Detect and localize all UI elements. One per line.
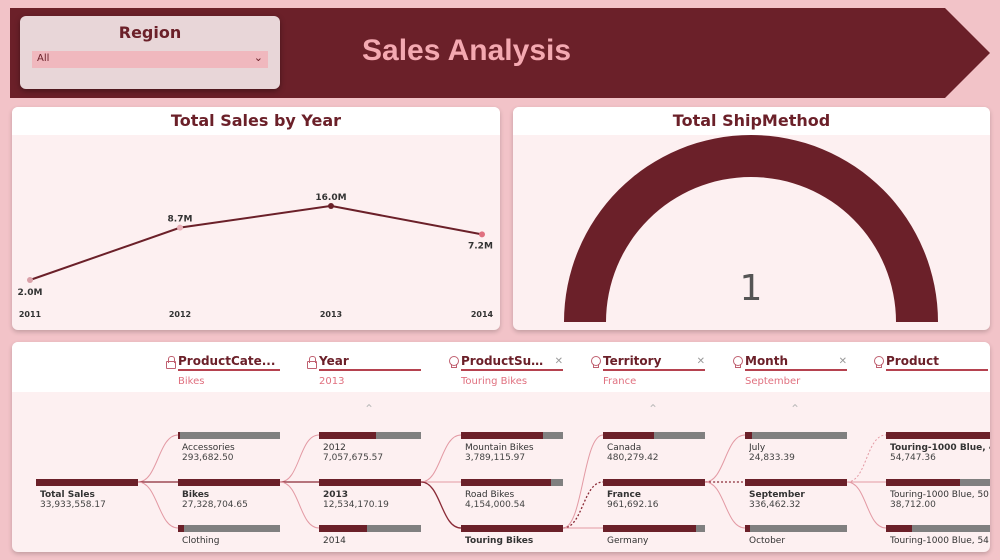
expand-up-icon[interactable]: ⌃ bbox=[364, 402, 375, 416]
gauge-title: Total ShipMethod bbox=[513, 107, 990, 135]
tree-node[interactable]: Germany bbox=[603, 525, 705, 546]
node-bar bbox=[319, 525, 421, 532]
lightbulb-icon bbox=[731, 355, 745, 369]
tree-node[interactable]: France 961,692.16 bbox=[603, 479, 705, 510]
node-bar bbox=[461, 479, 563, 486]
node-bar bbox=[745, 479, 847, 486]
close-icon[interactable]: ✕ bbox=[554, 355, 563, 367]
tree-column-header[interactable]: ProductSubC... ✕ Touring Bikes bbox=[447, 354, 563, 387]
data-point[interactable] bbox=[27, 277, 33, 283]
tree-node[interactable]: Canada 480,279.42 bbox=[603, 432, 705, 463]
tree-link bbox=[704, 481, 746, 529]
tree-node[interactable]: Touring-1000 Blue, 54 bbox=[886, 525, 990, 546]
gauge-card: Total ShipMethod 1 bbox=[513, 107, 990, 330]
tree-link bbox=[137, 481, 179, 529]
tree-link bbox=[846, 481, 887, 529]
tree-links bbox=[137, 434, 887, 529]
decomposition-tree: ProductCate... Bikes Year 2013 ProductSu… bbox=[12, 342, 990, 552]
node-bar bbox=[461, 432, 563, 439]
expand-up-icon[interactable]: ⌃ bbox=[790, 402, 801, 416]
tree-link bbox=[704, 434, 746, 483]
x-tick-label: 2013 bbox=[320, 310, 342, 319]
tree-node[interactable]: 2014 bbox=[319, 525, 421, 546]
tree-node[interactable]: Touring-1000 Blue, 50 38,712.00 bbox=[886, 479, 990, 510]
gauge-arc bbox=[564, 135, 938, 322]
node-bar bbox=[745, 525, 847, 532]
node-bar bbox=[603, 525, 705, 532]
region-dropdown-value: All bbox=[37, 53, 50, 64]
tree-node[interactable]: September 336,462.32 bbox=[745, 479, 847, 510]
tree-node[interactable]: 2012 7,057,675.57 bbox=[319, 432, 421, 463]
node-bar bbox=[178, 479, 280, 486]
data-point[interactable] bbox=[328, 202, 334, 209]
tree-node[interactable]: Bikes 27,328,704.65 bbox=[178, 479, 280, 510]
tree-link bbox=[562, 481, 604, 529]
lightbulb-icon bbox=[447, 355, 461, 369]
node-bar bbox=[886, 525, 990, 532]
data-label: 7.2M bbox=[468, 241, 493, 251]
region-slicer: Region All ⌄ bbox=[20, 16, 280, 89]
tree-column-header[interactable]: Product bbox=[872, 354, 988, 376]
node-bar bbox=[603, 432, 705, 439]
region-dropdown[interactable]: All ⌄ bbox=[32, 51, 268, 68]
tree-column-header[interactable]: Year 2013 bbox=[305, 354, 421, 387]
data-label: 16.0M bbox=[315, 193, 346, 203]
node-bar bbox=[319, 432, 421, 439]
page-title: Sales Analysis bbox=[362, 34, 572, 67]
tree-node[interactable]: Clothing bbox=[178, 525, 280, 546]
tree-node[interactable]: July 24,833.39 bbox=[745, 432, 847, 463]
node-bar bbox=[603, 479, 705, 486]
lightbulb-icon bbox=[872, 355, 886, 369]
expand-up-icon[interactable]: ⌃ bbox=[648, 402, 659, 416]
slicer-label: Region bbox=[118, 23, 182, 42]
gauge: 1 bbox=[564, 135, 938, 322]
tree-node[interactable]: Accessories 293,682.50 bbox=[178, 432, 280, 463]
tree-node[interactable]: Touring Bikes bbox=[461, 525, 563, 546]
line-chart-title: Total Sales by Year bbox=[12, 107, 500, 135]
tree-column-header[interactable]: ProductCate... Bikes bbox=[164, 354, 280, 387]
data-label: 8.7M bbox=[168, 215, 193, 225]
tree-link bbox=[279, 434, 320, 483]
line-chart: 2.0M 2011 8.7M 2012 16.0M 2013 7.2M 2014 bbox=[18, 193, 494, 319]
data-label: 2.0M bbox=[18, 288, 43, 298]
gauge-value: 1 bbox=[740, 268, 763, 309]
node-bar bbox=[886, 432, 990, 439]
tree-node[interactable]: 2013 12,534,170.19 bbox=[319, 479, 421, 510]
node-bar bbox=[461, 525, 563, 532]
close-icon[interactable]: ✕ bbox=[838, 355, 847, 367]
lock-icon bbox=[164, 355, 178, 369]
chevron-down-icon: ⌄ bbox=[253, 51, 263, 64]
tree-node[interactable]: Mountain Bikes 3,789,115.97 bbox=[461, 432, 563, 463]
tree-link bbox=[562, 434, 604, 529]
lock-icon bbox=[305, 355, 319, 369]
tree-node-root[interactable]: Total Sales 33,933,558.17 bbox=[36, 479, 138, 510]
tree-column-header[interactable]: Month ✕ September bbox=[731, 354, 847, 387]
x-tick-label: 2011 bbox=[19, 310, 42, 319]
node-bar bbox=[319, 479, 421, 486]
close-icon[interactable]: ✕ bbox=[696, 355, 705, 367]
tree-link bbox=[420, 434, 462, 483]
tree-link bbox=[137, 434, 179, 483]
tree-link bbox=[279, 481, 320, 529]
tree-column-header[interactable]: Territory ✕ France bbox=[589, 354, 705, 387]
x-tick-label: 2012 bbox=[169, 310, 191, 319]
x-tick-label: 2014 bbox=[471, 310, 494, 319]
node-bar bbox=[745, 432, 847, 439]
lightbulb-icon bbox=[589, 355, 603, 369]
tree-node[interactable]: Road Bikes 4,154,000.54 bbox=[461, 479, 563, 510]
tree-link bbox=[846, 434, 887, 483]
tree-node[interactable]: Touring-1000 Blue, 4 54,747.36 bbox=[886, 432, 990, 463]
line-chart-card: Total Sales by Year 2.0M 2011 8.7M 2012 16.0… bbox=[12, 107, 500, 330]
node-bar bbox=[886, 479, 990, 486]
node-bar bbox=[178, 432, 280, 439]
data-point[interactable] bbox=[177, 224, 183, 231]
node-bar bbox=[178, 525, 280, 532]
tree-node[interactable]: October bbox=[745, 525, 847, 546]
tree-link bbox=[420, 481, 462, 529]
data-point[interactable] bbox=[479, 231, 485, 238]
series-line bbox=[29, 204, 483, 281]
